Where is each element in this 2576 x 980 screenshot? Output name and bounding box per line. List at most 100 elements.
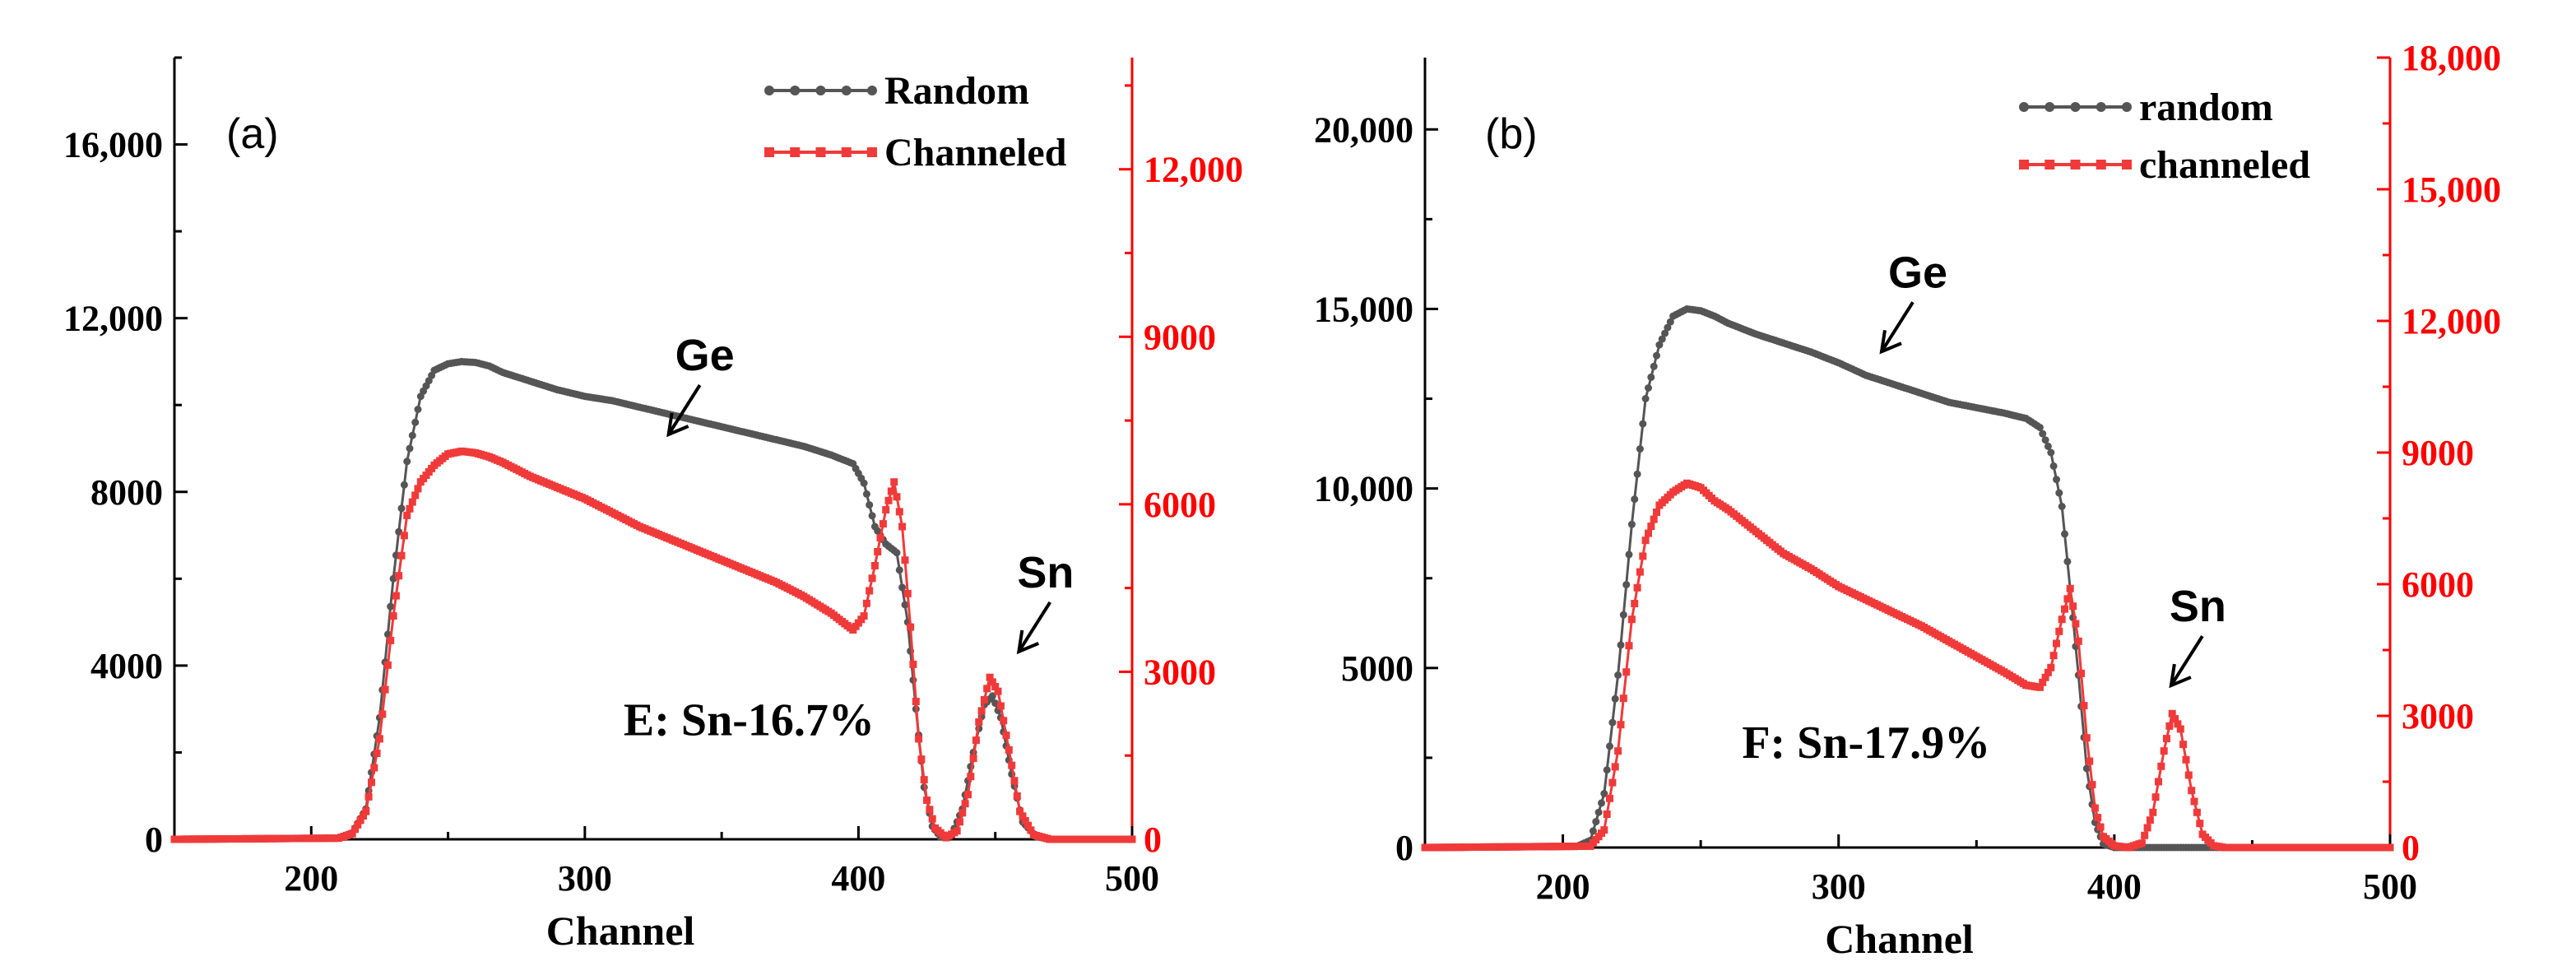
data-point	[1608, 778, 1617, 787]
data-point	[2184, 771, 2193, 779]
legend-marker	[2070, 160, 2081, 170]
data-point	[898, 583, 907, 592]
data-point	[1647, 523, 1655, 531]
data-point	[879, 520, 887, 528]
data-point	[1021, 817, 1029, 824]
data-point	[2082, 764, 2091, 773]
data-point	[2058, 503, 2066, 510]
data-point	[373, 750, 381, 757]
data-point	[2188, 787, 2196, 795]
data-point	[2044, 668, 2052, 676]
legend-marker	[867, 147, 877, 157]
data-point	[1622, 581, 1631, 589]
data-point	[2141, 831, 2149, 839]
data-point	[2053, 476, 2060, 484]
annotation-arrow	[666, 383, 702, 436]
data-point	[1633, 583, 1641, 592]
legend-item: channeled	[2019, 143, 2310, 187]
y-tick-label-left: 12,000	[63, 299, 163, 339]
data-point	[2035, 683, 2044, 691]
legend-marker	[2019, 160, 2029, 170]
data-point	[2047, 448, 2055, 457]
data-point	[975, 718, 983, 726]
data-point	[884, 496, 893, 504]
data-point	[983, 685, 991, 693]
data-point	[2063, 595, 2072, 603]
data-point	[920, 776, 928, 784]
legend-marker	[2045, 160, 2055, 170]
x-tick-label: 200	[1536, 866, 1590, 907]
legend-marker	[2096, 160, 2106, 170]
data-point	[1645, 384, 1652, 392]
data-point	[406, 504, 414, 513]
data-point	[988, 678, 996, 686]
data-point	[1606, 794, 1613, 802]
data-point	[1010, 777, 1019, 785]
legend-marker	[2019, 102, 2029, 112]
data-point	[890, 478, 898, 486]
data-point	[2193, 808, 2201, 816]
data-point	[1614, 671, 1622, 679]
data-point	[964, 791, 972, 799]
data-point	[958, 809, 967, 817]
data-point	[2035, 424, 2044, 431]
data-point	[2082, 734, 2091, 742]
data-point	[362, 807, 370, 815]
legend-marker	[815, 86, 826, 95]
data-point	[1639, 552, 1647, 560]
data-point	[2041, 436, 2049, 444]
data-point	[1625, 642, 1633, 650]
arrow-head	[1016, 629, 1040, 655]
legend-item: random	[2019, 86, 2273, 129]
data-point	[408, 498, 416, 506]
data-point	[360, 812, 367, 820]
data-point	[364, 792, 373, 801]
y-tick-label-left: 8000	[91, 472, 163, 513]
data-point	[915, 735, 923, 743]
data-point	[887, 487, 895, 495]
data-point	[2096, 823, 2105, 831]
data-point	[2176, 725, 2184, 733]
data-point	[406, 444, 414, 453]
y-tick-label-right: 12,000	[1144, 150, 1243, 190]
data-point	[1641, 536, 1650, 545]
data-point	[411, 491, 420, 499]
data-point	[903, 589, 912, 597]
data-point	[860, 612, 868, 620]
ge-label: Ge	[1888, 248, 1947, 297]
data-point	[893, 493, 901, 501]
data-point	[2041, 673, 2049, 681]
data-point	[898, 523, 907, 531]
data-point	[2174, 720, 2182, 728]
data-point	[991, 683, 1000, 690]
legend-marker	[2122, 160, 2132, 170]
data-point	[1650, 515, 1658, 523]
data-point	[1622, 668, 1631, 676]
y-tick-label-right: 0	[1144, 820, 1162, 860]
legend-label: random	[2139, 86, 2273, 129]
annotation-arrow	[1017, 601, 1052, 653]
legend-marker	[841, 86, 852, 95]
series-random	[170, 357, 1136, 843]
data-point	[926, 806, 934, 814]
data-point	[381, 685, 389, 694]
legend-marker	[2070, 102, 2081, 112]
data-point	[414, 485, 422, 493]
legend-label: Random	[884, 69, 1029, 113]
legend-marker	[867, 86, 877, 95]
y-tick-label-left: 0	[145, 820, 163, 860]
data-point	[961, 800, 969, 808]
legend-item: Random	[764, 69, 1029, 113]
data-point	[2190, 797, 2198, 806]
data-point	[928, 815, 936, 823]
data-point	[1636, 445, 1644, 453]
data-point	[2165, 722, 2174, 730]
data-point	[354, 820, 362, 829]
data-point	[917, 755, 926, 764]
data-point	[411, 418, 420, 426]
y-tick-label-right: 18,000	[2402, 38, 2501, 78]
data-point	[953, 827, 961, 835]
data-point	[2080, 702, 2088, 710]
data-point	[400, 532, 408, 540]
